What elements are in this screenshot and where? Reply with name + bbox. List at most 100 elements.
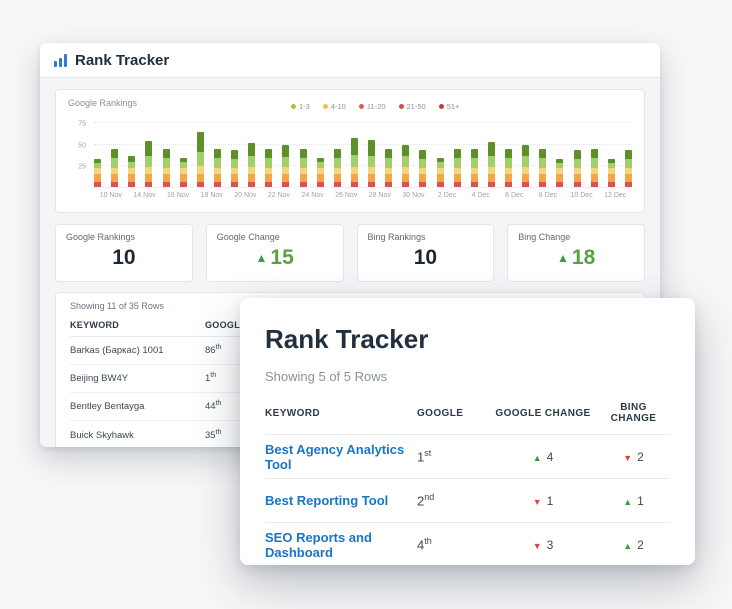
- chart-plot-area: [94, 118, 632, 188]
- keyword-cell: Buick Skyhawk: [70, 429, 134, 441]
- keyword-link[interactable]: Best Agency Analytics Tool: [265, 441, 405, 472]
- stacked-bar: [265, 148, 273, 187]
- keyword-cell: Barkas (Баркас) 1001: [70, 345, 164, 356]
- up-triangle-icon: ▲: [623, 540, 633, 551]
- stat-card-bing-rankings: Bing Rankings 10: [356, 224, 495, 282]
- stacked-bar: [539, 148, 547, 187]
- keyword-link[interactable]: Best Reporting Tool: [265, 493, 389, 508]
- google-rank-cell: 2nd: [417, 492, 435, 509]
- stacked-bar: [522, 144, 530, 187]
- legend-dot-icon: [438, 104, 444, 109]
- stacked-bar: [282, 145, 290, 187]
- keyword-cell: Bentley Bentayga: [70, 401, 145, 412]
- stat-label: Bing Change: [518, 232, 571, 242]
- bing-change-cell: ▲ 2: [623, 537, 644, 552]
- stat-label: Google Change: [216, 232, 280, 242]
- row-count-text: Showing 5 of 5 Rows: [265, 369, 388, 384]
- google-rank-cell: 1th: [205, 372, 217, 385]
- stacked-bar: [607, 158, 615, 187]
- google-change-cell: ▼ 1: [532, 493, 554, 508]
- column-header-keyword: KEYWORD: [70, 320, 120, 330]
- stacked-bar: [573, 149, 581, 187]
- down-triangle-icon: ▼: [623, 452, 633, 463]
- table-row: Best Agency Analytics Tool 1st ▲ 4 ▼ 2: [265, 434, 670, 478]
- rank-tracker-detail-card: Rank Tracker Showing 5 of 5 Rows KEYWORD…: [240, 298, 695, 565]
- google-rankings-chart-card: Google Rankings 1-3 4-10 11-20 21-50 51+ 25 5…: [55, 89, 645, 213]
- stat-label: Google Rankings: [66, 232, 136, 242]
- google-change-cell: ▼ 3: [532, 537, 554, 552]
- legend-dot-icon: [322, 104, 328, 109]
- stacked-bar: [470, 148, 478, 187]
- stacked-bar: [402, 144, 410, 187]
- bing-change-cell: ▼ 2: [623, 449, 644, 464]
- column-header-google: GOOGLE: [205, 320, 247, 330]
- down-triangle-icon: ▼: [532, 540, 542, 551]
- legend-item: 4-10: [322, 102, 346, 111]
- stacked-bars: [94, 118, 632, 187]
- stat-value: 10: [413, 246, 438, 269]
- chart-legend: 1-3 4-10 11-20 21-50 51+: [291, 102, 459, 111]
- stacked-bar: [179, 158, 187, 187]
- table-row: SEO Reports and Dashboard 4th ▼ 3 ▲ 2: [265, 522, 670, 566]
- stat-value: 10: [112, 246, 136, 269]
- stacked-bar: [453, 148, 461, 187]
- up-triangle-icon: ▲: [557, 251, 569, 265]
- column-header-keyword: KEYWORD: [265, 407, 321, 419]
- table-row: Buick Skyhawk 35th: [70, 421, 630, 447]
- window-header: Rank Tracker: [40, 43, 660, 78]
- legend-item: 1-3: [291, 102, 310, 111]
- google-rank-cell: 1st: [417, 448, 432, 465]
- keyword-link[interactable]: SEO Reports and Dashboard: [265, 529, 372, 560]
- chart-title: Google Rankings: [68, 98, 138, 108]
- row-count-text: Showing 11 of 35 Rows: [70, 301, 164, 311]
- stacked-bar: [487, 141, 495, 187]
- stacked-bar: [196, 131, 204, 187]
- bing-change-cell: ▲ 1: [623, 493, 644, 508]
- table-row: Best Reporting Tool 2nd ▼ 1 ▲ 1: [265, 478, 670, 522]
- stacked-bar: [556, 158, 564, 187]
- stat-value: ▲ 15: [255, 246, 294, 269]
- stacked-bar: [162, 148, 170, 187]
- stacked-bar: [333, 148, 341, 187]
- legend-dot-icon: [291, 104, 296, 109]
- stat-cards-row: Google Rankings 10 Google Change ▲ 15 Bin…: [55, 224, 645, 282]
- stat-card-google-rankings: Google Rankings 10: [55, 224, 193, 282]
- rank-tracker-window: Rank Tracker Google Rankings 1-3 4-10 11-2…: [40, 43, 660, 447]
- stat-value: ▲ 18: [557, 246, 596, 269]
- stacked-bar: [505, 148, 512, 187]
- legend-dot-icon: [398, 104, 404, 109]
- google-change-cell: ▲ 4: [532, 449, 554, 464]
- stacked-bar: [624, 149, 632, 187]
- stacked-bar: [248, 142, 256, 187]
- stacked-bar: [368, 140, 375, 187]
- stacked-bar: [94, 158, 101, 187]
- column-header-bing-change: BING CHANGE: [610, 402, 657, 424]
- window-title: Rank Tracker: [75, 51, 170, 69]
- stacked-bar: [316, 158, 324, 187]
- google-rank-cell: 35th: [205, 428, 222, 442]
- stacked-bar: [436, 158, 444, 187]
- stacked-bar: [350, 137, 358, 187]
- column-header-google-change: GOOGLE CHANGE: [495, 407, 591, 419]
- stacked-bar: [385, 148, 393, 187]
- down-triangle-icon: ▼: [532, 496, 542, 507]
- google-rank-cell: 86th: [205, 344, 222, 357]
- page-title: Rank Tracker: [265, 324, 429, 354]
- stacked-bar: [419, 149, 427, 187]
- google-rank-cell: 44th: [205, 400, 222, 413]
- table-header-row: KEYWORD GOOGLE GOOGLE CHANGE BING CHANGE: [265, 402, 670, 434]
- stat-label: Bing Rankings: [367, 232, 426, 242]
- keyword-cell: Beijing BW4Y: [70, 373, 129, 384]
- bar-chart-icon: [54, 53, 67, 67]
- up-triangle-icon: ▲: [532, 452, 542, 463]
- up-triangle-icon: ▲: [623, 496, 633, 507]
- up-triangle-icon: ▲: [255, 251, 268, 265]
- stacked-bar: [231, 149, 238, 187]
- stat-card-bing-change: Bing Change ▲ 18: [507, 224, 645, 282]
- stacked-bar: [128, 156, 136, 187]
- legend-item: 21-50: [398, 102, 426, 111]
- legend-item: 11-20: [358, 102, 386, 111]
- stacked-bar: [299, 148, 307, 187]
- stacked-bar: [213, 148, 221, 187]
- column-header-google: GOOGLE: [417, 407, 464, 419]
